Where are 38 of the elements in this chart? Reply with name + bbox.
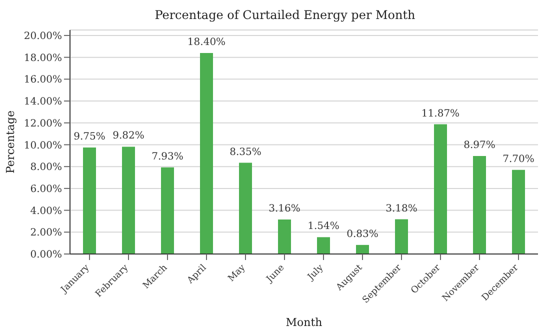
data-label: 3.16% xyxy=(268,203,300,214)
bar xyxy=(512,170,525,254)
bar xyxy=(278,219,291,254)
y-tick-label: 12.00% xyxy=(24,118,62,130)
bar xyxy=(473,156,486,254)
y-tick-label: 6.00% xyxy=(30,184,62,195)
y-tick-label: 10.00% xyxy=(24,140,62,152)
data-label: 11.87% xyxy=(421,108,460,120)
y-tick-label: 4.00% xyxy=(30,206,62,217)
bar xyxy=(161,167,174,254)
y-tick-label: 0.00% xyxy=(30,250,62,261)
data-label: 8.35% xyxy=(230,146,262,158)
data-label: 3.18% xyxy=(386,203,418,214)
y-tick-label: 8.00% xyxy=(30,162,62,174)
y-tick-label: 14.00% xyxy=(24,96,62,108)
data-label: 18.40% xyxy=(187,36,226,48)
y-axis-title: Percentage xyxy=(4,110,17,174)
bar xyxy=(395,219,408,254)
data-label: 7.93% xyxy=(152,151,184,162)
bar xyxy=(239,162,252,254)
data-label: 9.75% xyxy=(74,131,106,142)
data-label: 9.82% xyxy=(112,130,144,142)
data-label: 1.54% xyxy=(308,221,340,232)
data-label: 8.97% xyxy=(464,140,496,151)
bar xyxy=(122,146,135,254)
bar xyxy=(356,244,369,254)
y-tick-label: 18.00% xyxy=(24,52,62,64)
bar xyxy=(317,237,330,254)
bar xyxy=(200,52,213,254)
bar xyxy=(83,147,96,254)
x-axis-title: Month xyxy=(286,316,322,329)
chart-title: Percentage of Curtailed Energy per Month xyxy=(154,8,416,22)
y-tick-label: 16.00% xyxy=(24,74,62,86)
data-label: 7.70% xyxy=(502,154,534,165)
data-label: 0.83% xyxy=(346,228,378,240)
y-tick-label: 20.00% xyxy=(24,31,62,42)
bar xyxy=(434,124,447,254)
y-tick-label: 2.00% xyxy=(30,228,62,239)
